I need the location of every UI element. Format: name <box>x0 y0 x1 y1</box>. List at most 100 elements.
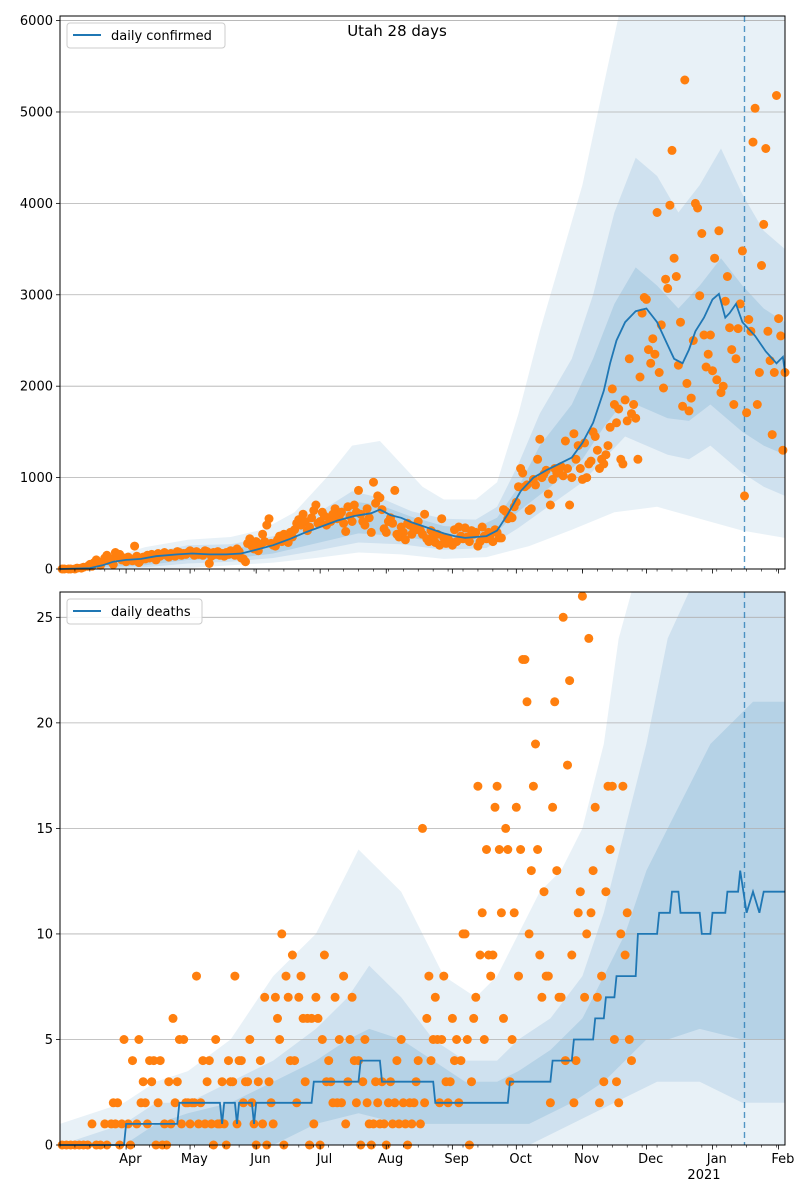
data-point <box>528 781 538 791</box>
data-point <box>535 434 545 444</box>
data-point <box>537 992 547 1002</box>
data-point <box>514 482 523 492</box>
data-point <box>590 802 600 812</box>
data-point <box>763 326 773 336</box>
data-point <box>503 845 513 854</box>
data-point <box>298 509 308 519</box>
data-point <box>130 541 140 551</box>
data-point <box>422 1013 432 1023</box>
data-point <box>759 219 769 229</box>
data-point <box>697 229 707 238</box>
data-point <box>200 1119 210 1129</box>
plot-frame <box>59 591 786 1146</box>
data-point <box>612 1077 621 1087</box>
data-point <box>577 591 587 601</box>
data-point <box>217 1077 227 1087</box>
data-point <box>725 323 735 333</box>
data-point <box>311 500 321 510</box>
x-tick-label: Jan <box>706 1152 727 1167</box>
data-point <box>631 413 641 423</box>
data-point <box>362 504 372 514</box>
y-tick-label: 3000 <box>20 288 53 303</box>
data-point <box>654 368 664 377</box>
data-point <box>198 1056 208 1066</box>
data-point <box>616 929 626 939</box>
data-point <box>373 1098 383 1108</box>
data-point <box>524 929 534 939</box>
data-point <box>464 537 474 547</box>
data-point <box>345 1035 355 1044</box>
data-point <box>430 992 440 1002</box>
data-point <box>362 1098 372 1108</box>
data-point <box>398 1098 408 1108</box>
data-point <box>607 384 617 394</box>
data-point <box>388 518 398 528</box>
data-point <box>633 454 643 464</box>
data-point <box>456 1056 466 1066</box>
data-point <box>676 317 685 327</box>
data-point <box>479 1035 489 1044</box>
data-point <box>737 246 747 256</box>
data-point <box>369 1119 378 1129</box>
data-point <box>467 1077 476 1087</box>
data-point <box>341 1119 351 1129</box>
data-point <box>224 1056 233 1066</box>
data-point <box>283 992 293 1002</box>
data-point <box>774 314 784 324</box>
deaths-panel: 0 5 10 15 20 25 daily deaths <box>36 591 786 1154</box>
data-point <box>550 697 560 707</box>
band-inner <box>60 258 785 569</box>
y-tick-label: 6000 <box>20 14 53 29</box>
data-point <box>296 971 306 981</box>
data-point <box>567 950 577 960</box>
data-point <box>556 992 566 1002</box>
data-point <box>294 992 304 1002</box>
data-point <box>586 908 596 918</box>
data-point <box>543 489 553 499</box>
confirmed-confidence-bands <box>60 16 785 569</box>
y-tick-label: 10 <box>36 927 53 942</box>
data-point <box>624 1035 634 1044</box>
data-point <box>733 324 743 334</box>
data-point <box>460 929 470 939</box>
data-point <box>635 372 645 382</box>
data-point <box>281 971 291 981</box>
data-point <box>264 1077 274 1087</box>
data-point <box>277 929 287 939</box>
legend-box <box>66 22 226 49</box>
y-tick-label: 4000 <box>20 197 53 212</box>
data-point <box>360 520 370 530</box>
data-point <box>452 1035 462 1044</box>
data-point <box>659 383 668 393</box>
data-point <box>618 459 628 469</box>
deaths-legend: daily deaths <box>66 598 203 625</box>
x-tick-label: Oct <box>509 1152 531 1167</box>
data-point <box>469 1013 479 1023</box>
data-point <box>686 393 696 403</box>
data-point <box>496 908 506 918</box>
x-tick-label: Feb <box>771 1152 794 1167</box>
data-point <box>545 1098 555 1108</box>
data-point <box>307 1013 317 1023</box>
data-point <box>622 416 632 426</box>
data-point <box>516 845 526 854</box>
data-point <box>509 908 519 918</box>
data-point <box>520 655 530 664</box>
data-point <box>366 527 376 537</box>
data-point <box>375 493 385 503</box>
data-point <box>565 676 575 686</box>
data-point <box>155 1056 165 1066</box>
data-point <box>620 950 630 960</box>
data-point <box>772 91 781 100</box>
legend-box <box>66 598 203 625</box>
data-point <box>437 1035 447 1044</box>
data-point <box>424 971 434 981</box>
data-point <box>390 485 400 495</box>
y-tick-label: 0 <box>45 563 53 578</box>
data-point <box>264 514 274 524</box>
data-point <box>482 845 491 854</box>
data-point <box>627 1056 636 1066</box>
data-point <box>678 401 688 411</box>
data-point <box>339 971 349 981</box>
band-middle <box>60 592 785 1145</box>
